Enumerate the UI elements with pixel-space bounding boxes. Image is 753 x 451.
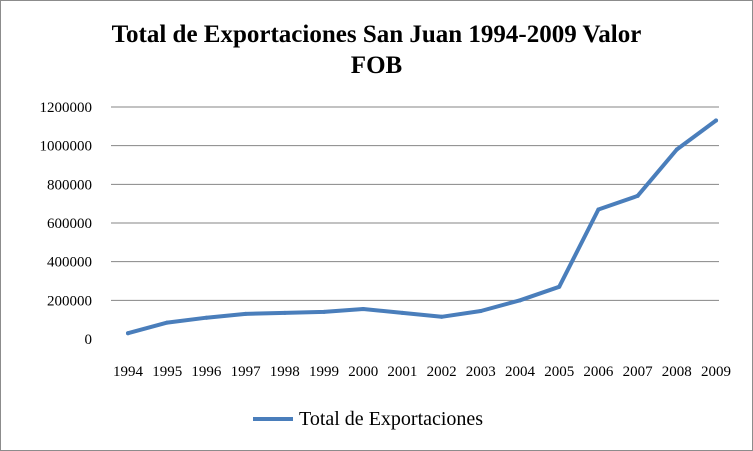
y-tick-label-1000000: 1000000 (40, 139, 93, 155)
x-tick-label-1995: 1995 (152, 364, 182, 380)
x-tick-label-2002: 2002 (427, 364, 457, 380)
series-layer (126, 118, 718, 336)
x-tick-label-2008: 2008 (662, 364, 692, 380)
chart-title-line-1: Total de Exportaciones San Juan 1994-200… (111, 21, 642, 48)
y-tick-label-600000: 600000 (47, 216, 92, 232)
data-point-1998 (282, 310, 287, 315)
data-point-2007 (635, 193, 640, 198)
chart-title-line-2: FOB (350, 52, 403, 79)
data-point-2003 (478, 308, 483, 313)
x-tick-label-2004: 2004 (505, 364, 536, 380)
legend-label-total-de-exportaciones: Total de Exportaciones (299, 407, 484, 430)
series-line-0 (126, 118, 718, 336)
x-tick-label-1998: 1998 (270, 364, 300, 380)
x-tick-label-1996: 1996 (191, 364, 222, 380)
x-axis-tick-labels: 1994 1995 1996 1997 1998 1999 2000 2001 2002 2003… (113, 364, 731, 380)
y-tick-label-400000: 400000 (47, 255, 92, 271)
data-point-2001 (400, 310, 405, 315)
legend-swatch-total-de-exportaciones (253, 417, 293, 421)
data-point-1997 (243, 311, 248, 316)
x-tick-label-1999: 1999 (309, 364, 339, 380)
data-point-2006 (596, 207, 601, 212)
y-tick-label-800000: 800000 (47, 177, 92, 193)
x-tick-label-2007: 2007 (623, 364, 654, 380)
data-point-1995 (165, 320, 170, 325)
y-tick-label-0: 0 (85, 332, 93, 348)
data-point-2002 (439, 314, 444, 319)
data-point-1996 (204, 315, 209, 320)
y-axis-tick-labels: 0 200000 400000 600000 800000 1000000 1200000 (40, 100, 93, 348)
x-tick-label-1997: 1997 (231, 364, 262, 380)
data-point-2000 (361, 307, 366, 312)
data-point-2004 (518, 298, 522, 303)
x-tick-label-1994: 1994 (113, 364, 144, 380)
y-tick-label-200000: 200000 (47, 293, 92, 309)
gridlines (111, 106, 719, 301)
x-tick-label-2006: 2006 (583, 364, 614, 380)
data-point-2005 (557, 284, 562, 289)
x-tick-label-2001: 2001 (387, 364, 417, 380)
y-tick-label-1200000: 1200000 (40, 100, 93, 116)
data-point-1999 (322, 309, 326, 314)
data-point-1994 (126, 331, 130, 336)
x-tick-label-2009: 2009 (701, 364, 731, 380)
chart-title: Total de Exportaciones San Juan 1994-200… (1, 19, 752, 81)
x-tick-label-2000: 2000 (348, 364, 378, 380)
data-point-2009 (714, 118, 718, 123)
data-point-2008 (674, 147, 679, 152)
x-tick-label-2003: 2003 (466, 364, 496, 380)
legend: Total de Exportaciones (253, 404, 483, 434)
x-tick-label-2005: 2005 (544, 364, 574, 380)
